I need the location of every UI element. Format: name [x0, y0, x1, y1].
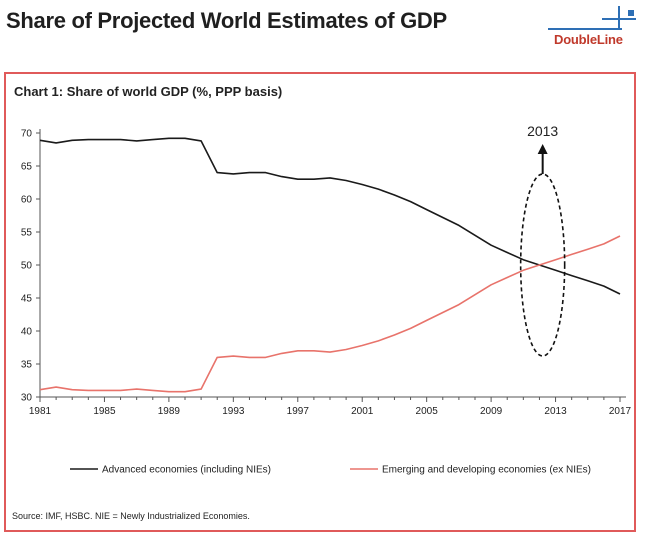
y-tick-label: 40 [21, 327, 33, 338]
x-tick-label: 2013 [544, 406, 567, 417]
chart-axes: 30 35 40 45 50 55 60 65 70 1981 1985 1989 1993 1997 20… [21, 129, 632, 418]
page-title: Share of Projected World Estimates of GD… [6, 8, 447, 33]
x-tick-label: 1989 [158, 406, 181, 417]
chart-legend: Advanced economies (including NIEs) Emerg… [70, 465, 591, 476]
advanced-economies-line [39, 137, 621, 295]
y-tick-label: 45 [21, 294, 33, 305]
legend-label: Advanced economies (including NIEs) [102, 465, 271, 476]
x-tick-label: 1985 [93, 406, 116, 417]
chart-annotation: 2013 [519, 123, 566, 357]
brand-name: DoubleLine [554, 32, 623, 47]
chart-title: Chart 1: Share of world GDP (%, PPP basi… [14, 84, 283, 99]
y-tick-label: 50 [21, 261, 33, 272]
x-tick-label: 1997 [287, 406, 310, 417]
y-tick-label: 35 [21, 360, 33, 371]
annotation-arrowhead [537, 144, 548, 154]
annotation-label: 2013 [527, 123, 558, 139]
y-tick-label: 60 [21, 195, 33, 206]
x-tick-label: 2017 [609, 406, 632, 417]
chart-series [39, 137, 621, 393]
brand-logo: DoubleLine [548, 6, 644, 56]
source-note: Source: IMF, HSBC. NIE = Newly Industria… [12, 511, 250, 521]
x-tick-label: 2009 [480, 406, 503, 417]
chart-frame [4, 72, 636, 532]
x-tick-label: 2005 [416, 406, 439, 417]
x-tick-label: 1981 [29, 406, 52, 417]
y-tick-label: 55 [21, 228, 33, 239]
legend-label: Emerging and developing economies (ex NI… [382, 465, 591, 476]
x-tick-label: 1993 [222, 406, 245, 417]
y-tick-label: 70 [21, 129, 33, 140]
annotation-dashed-ellipse [519, 173, 566, 357]
x-tick-label: 2001 [351, 406, 374, 417]
brand-mark-icon [548, 6, 636, 30]
emerging-economies-line [39, 235, 621, 393]
y-tick-label: 30 [21, 393, 33, 404]
y-tick-label: 65 [21, 162, 33, 173]
